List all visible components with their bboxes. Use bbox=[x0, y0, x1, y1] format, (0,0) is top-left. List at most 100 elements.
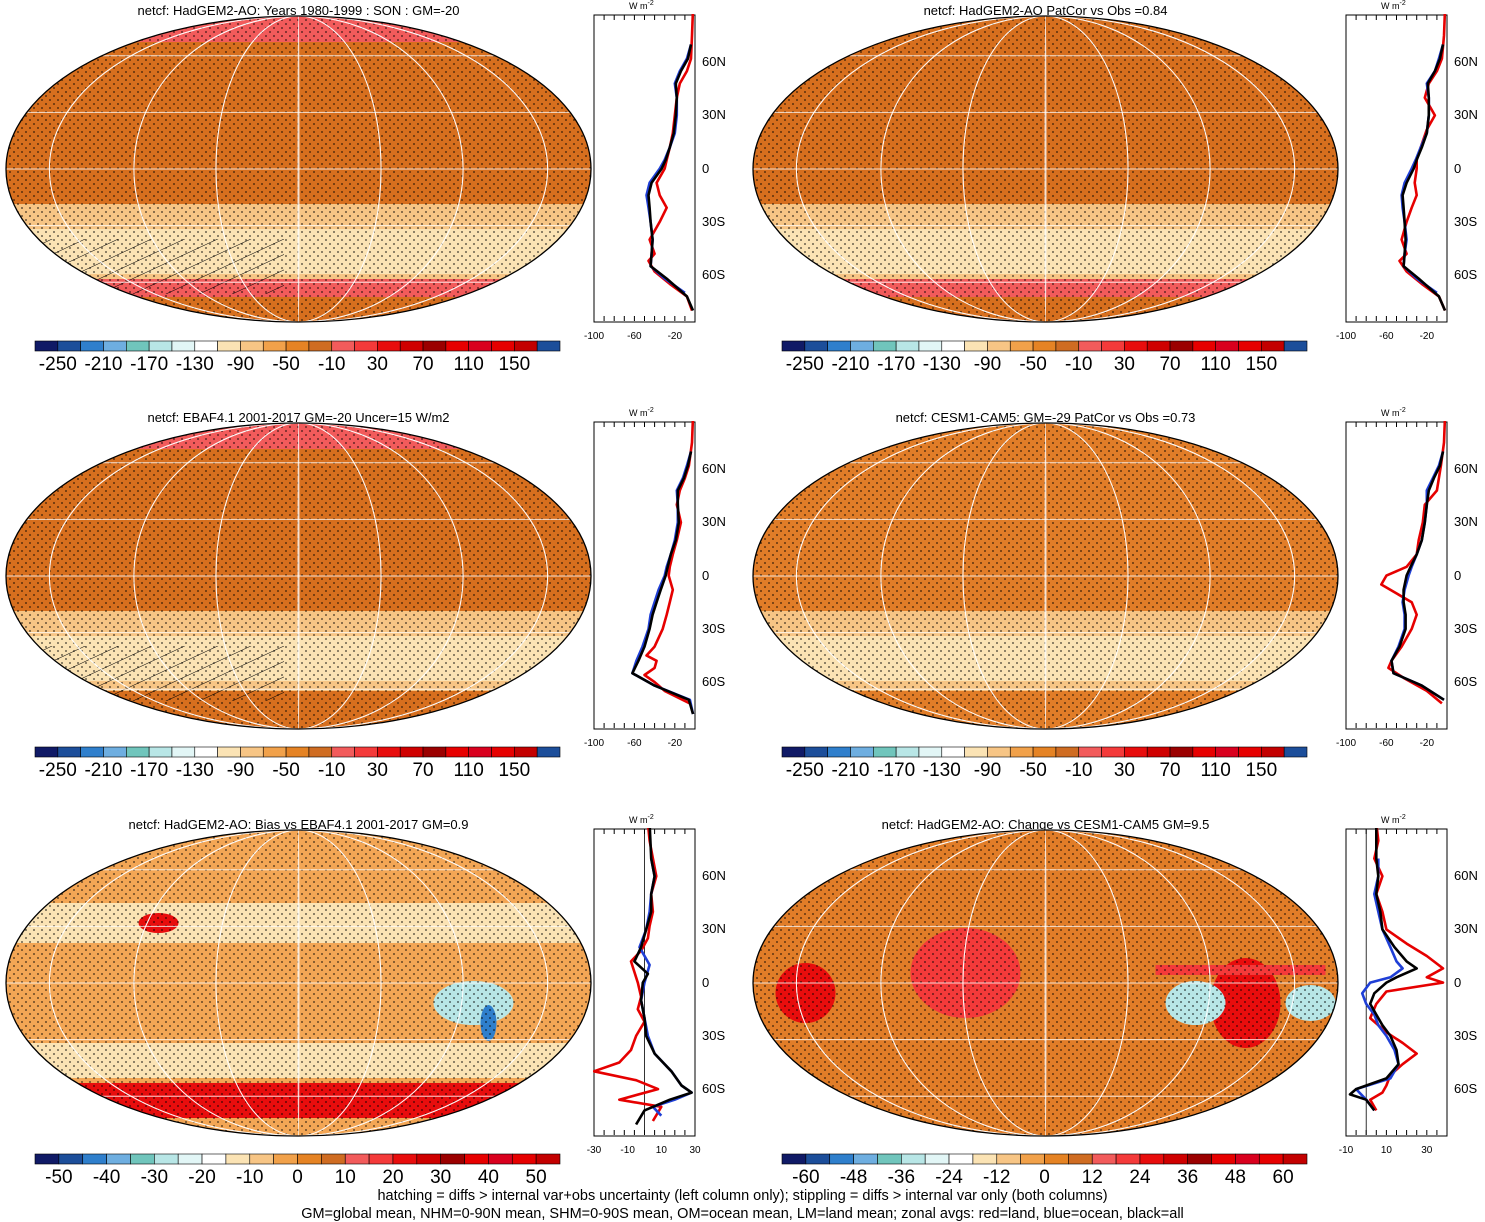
colorbar-swatch bbox=[1261, 340, 1285, 352]
zonal-xtick-label: 30 bbox=[1421, 1145, 1433, 1156]
colorbar-swatch bbox=[80, 340, 104, 352]
zonal-plot-4 bbox=[1345, 421, 1448, 730]
zonal-unit-exponent: -2 bbox=[647, 814, 654, 821]
colorbar-swatch bbox=[171, 340, 196, 352]
colorbar-label: -12 bbox=[983, 1167, 1011, 1188]
colorbar-swatch bbox=[535, 1153, 561, 1165]
colorbar-swatch bbox=[948, 1153, 974, 1165]
colorbar-swatch bbox=[1211, 1153, 1236, 1165]
colorbar-swatch bbox=[308, 340, 333, 352]
colorbar-label: -130 bbox=[175, 354, 214, 375]
colorbar-swatch bbox=[918, 340, 943, 352]
colorbar-swatch bbox=[148, 340, 173, 352]
colorbar-swatch bbox=[57, 746, 81, 758]
zonal-lat-label: 30N bbox=[1454, 514, 1478, 530]
zonal-unit-label: W m-2 bbox=[629, 814, 654, 825]
colorbar-swatch bbox=[225, 1153, 251, 1165]
panel-title-2: netcf: HadGEM2-AO PatCor vs Obs =0.84 bbox=[923, 3, 1168, 18]
colorbar-swatch bbox=[217, 746, 241, 758]
zonal-lat-label: 30S bbox=[1454, 620, 1478, 636]
zonal-lat-label: 0 bbox=[702, 160, 710, 176]
colorbar-label: 70 bbox=[1159, 354, 1181, 375]
zonal-xtick-label: 30 bbox=[689, 1145, 701, 1156]
zonal-xtick-label: -30 bbox=[586, 1145, 602, 1156]
colorbar-swatch bbox=[514, 746, 538, 758]
colorbar-swatch bbox=[1078, 340, 1102, 352]
zonal-lat-label: 30N bbox=[1454, 921, 1478, 937]
zonal-unit-text: W m bbox=[629, 815, 648, 825]
colorbar-label: 50 bbox=[525, 1167, 547, 1188]
colorbar-6 bbox=[781, 1153, 1308, 1165]
zonal-lat-label: 60S bbox=[1454, 267, 1478, 283]
colorbar-swatch bbox=[82, 1153, 107, 1165]
zonal-line-ocean bbox=[638, 858, 693, 1117]
zonal-lat-label: 60S bbox=[702, 1081, 726, 1097]
panel-title-4: netcf: CESM1-CAM5: GM=-29 PatCor vs Obs … bbox=[895, 410, 1196, 425]
colorbar-swatch bbox=[1215, 746, 1239, 758]
colorbar-label: 48 bbox=[1224, 1167, 1246, 1188]
colorbar-label: -30 bbox=[140, 1167, 169, 1188]
zonal-lat-label: 0 bbox=[702, 974, 710, 990]
zonal-unit-text: W m bbox=[1381, 408, 1400, 418]
colorbar-swatch bbox=[1258, 1153, 1284, 1165]
colorbar-label: 70 bbox=[412, 354, 434, 375]
colorbar-swatch bbox=[377, 340, 401, 352]
colorbar-label: 30 bbox=[366, 760, 388, 781]
zonal-lat-label: 0 bbox=[1454, 160, 1462, 176]
colorbar-swatch bbox=[201, 1153, 227, 1165]
colorbar-label: -20 bbox=[188, 1167, 216, 1188]
zonal-plot-2 bbox=[1345, 14, 1448, 323]
colorbar-label: 70 bbox=[1159, 760, 1181, 781]
zonal-lat-label: 30S bbox=[1454, 1027, 1478, 1043]
colorbar-label: -250 bbox=[785, 354, 824, 375]
colorbar-swatch bbox=[344, 1153, 370, 1165]
colorbar-swatch bbox=[827, 746, 851, 758]
colorbar-swatch bbox=[1283, 746, 1308, 758]
zonal-xtick-label: -60 bbox=[627, 331, 642, 342]
colorbar-swatch bbox=[804, 746, 828, 758]
colorbar-label: -90 bbox=[226, 760, 255, 781]
colorbar-swatch bbox=[1009, 340, 1034, 352]
colorbar-label: -90 bbox=[973, 760, 1002, 781]
colorbar-swatch bbox=[850, 340, 874, 352]
colorbar-swatch bbox=[154, 1153, 179, 1165]
colorbar-swatch bbox=[34, 1153, 60, 1165]
colorbar-swatch bbox=[924, 1153, 950, 1165]
colorbar-label: -130 bbox=[922, 760, 961, 781]
colorbar-swatch bbox=[422, 746, 447, 758]
colorbar-swatch bbox=[972, 1153, 998, 1165]
colorbar-swatch bbox=[1238, 746, 1262, 758]
map-2 bbox=[752, 15, 1339, 323]
colorbar-swatch bbox=[468, 746, 492, 758]
map-5 bbox=[5, 829, 592, 1137]
colorbar-label: -210 bbox=[84, 354, 123, 375]
colorbar-swatch bbox=[240, 746, 264, 758]
colorbar-swatch bbox=[964, 746, 988, 758]
colorbar-label: -10 bbox=[318, 760, 346, 781]
colorbar-swatch bbox=[57, 340, 81, 352]
zonal-line-land bbox=[1380, 421, 1447, 705]
colorbar-swatch bbox=[445, 746, 469, 758]
zonal-lat-label: 30S bbox=[1454, 213, 1478, 229]
colorbar-swatch bbox=[1139, 1153, 1165, 1165]
colorbar-label: -170 bbox=[877, 760, 916, 781]
zonal-line-all bbox=[1348, 828, 1418, 1112]
zonal-lat-label: 60N bbox=[702, 868, 726, 884]
colorbar-swatch bbox=[781, 1153, 807, 1165]
colorbar-swatch bbox=[130, 1153, 155, 1165]
colorbar-swatch bbox=[321, 1153, 346, 1165]
footnote-hatching: hatching = diffs > internal var+obs unce… bbox=[377, 1188, 1108, 1204]
zonal-xtick-label: -20 bbox=[1419, 331, 1435, 342]
colorbar-swatch bbox=[941, 340, 965, 352]
zonal-unit-label: W m-2 bbox=[629, 407, 654, 418]
colorbar-label: 30 bbox=[430, 1167, 452, 1188]
colorbar-swatch bbox=[445, 340, 469, 352]
colorbar-label: -24 bbox=[935, 1167, 963, 1188]
colorbar-swatch bbox=[1032, 340, 1057, 352]
colorbar-swatch bbox=[331, 746, 355, 758]
colorbar-label: -60 bbox=[792, 1167, 820, 1188]
zonal-unit-exponent: -2 bbox=[647, 0, 654, 7]
zonal-xtick-label: -100 bbox=[1335, 331, 1357, 342]
panel-title-3: netcf: EBAF4.1 2001-2017 GM=-20 Uncer=15… bbox=[147, 410, 450, 425]
colorbar-label: -250 bbox=[785, 760, 824, 781]
